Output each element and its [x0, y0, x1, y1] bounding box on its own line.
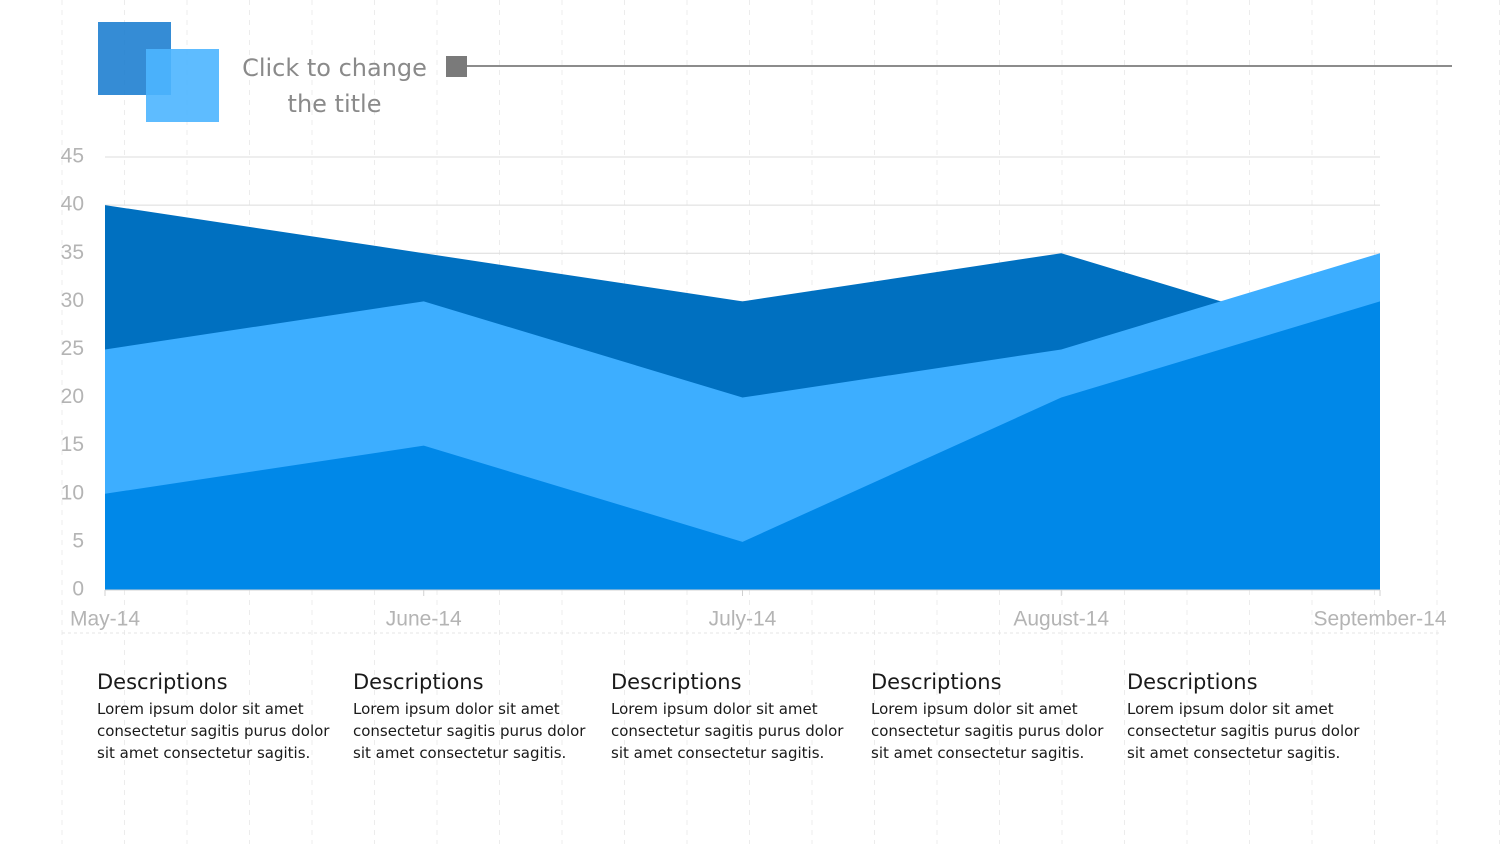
- description-text: Lorem ipsum dolor sit amet consectetur s…: [353, 700, 586, 762]
- description-title: Descriptions: [353, 670, 484, 694]
- description-text: Lorem ipsum dolor sit amet consectetur s…: [97, 700, 330, 762]
- x-tick-label: September-14: [1313, 608, 1446, 631]
- description: Descriptions Lorem ipsum dolor sit amet c…: [611, 670, 856, 764]
- y-tick-label: 5: [72, 529, 84, 552]
- y-tick-label: 15: [61, 433, 84, 456]
- x-tick-label: August-14: [1013, 608, 1109, 631]
- description-title: Descriptions: [1127, 670, 1258, 694]
- area: [105, 301, 1380, 590]
- title-marker: [446, 56, 467, 77]
- description: Descriptions Lorem ipsum dolor sit amet c…: [1127, 670, 1372, 764]
- y-tick-label: 40: [61, 193, 84, 216]
- deco-square: [146, 49, 219, 122]
- description-title: Descriptions: [611, 670, 742, 694]
- y-tick-label: 20: [61, 385, 84, 408]
- description-title: Descriptions: [871, 670, 1002, 694]
- y-tick-label: 35: [61, 241, 84, 264]
- y-tick-label: 10: [61, 481, 84, 504]
- y-tick-label: 25: [61, 337, 84, 360]
- x-tick-label: May-14: [70, 608, 140, 631]
- description: Descriptions Lorem ipsum dolor sit amet c…: [871, 670, 1116, 764]
- y-tick-label: 45: [61, 145, 84, 168]
- x-tick-label: July-14: [709, 608, 777, 631]
- description: Descriptions Lorem ipsum dolor sit amet c…: [353, 670, 598, 764]
- description-title: Descriptions: [97, 670, 228, 694]
- description: Descriptions Lorem ipsum dolor sit amet c…: [97, 670, 342, 764]
- description-text: Lorem ipsum dolor sit amet consectetur s…: [871, 700, 1104, 762]
- description-text: Lorem ipsum dolor sit amet consectetur s…: [1127, 700, 1360, 762]
- y-tick-label: 30: [61, 289, 84, 312]
- chart-title[interactable]: Click to change the title: [242, 54, 427, 118]
- description-text: Lorem ipsum dolor sit amet consectetur s…: [611, 700, 844, 762]
- plot: 0 5 10 15 20 25 30 35 40 45 May-14 June-14 July-14 Au…: [61, 145, 1447, 631]
- y-tick-label: 0: [72, 578, 84, 601]
- x-tick-label: June-14: [386, 608, 462, 631]
